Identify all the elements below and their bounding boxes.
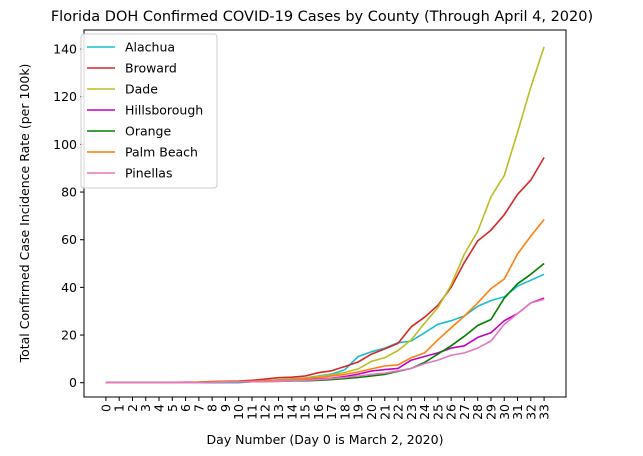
x-tick-label: 31	[510, 404, 525, 420]
series-line-orange	[105, 262, 545, 384]
x-tick-label: 24	[417, 404, 432, 420]
x-tick-label: 6	[178, 404, 193, 412]
y-axis-label: Total Confirmed Case Incidence Rate (per…	[17, 64, 32, 364]
x-tick-label: 17	[324, 404, 339, 420]
y-tick-label: 0	[69, 375, 77, 390]
x-tick-label: 10	[231, 404, 246, 420]
legend-label-alachua: Alachua	[125, 40, 175, 55]
x-axis-label: Day Number (Day 0 is March 2, 2020)	[207, 432, 444, 447]
series-line-alachua	[105, 273, 545, 384]
y-tick-label: 80	[61, 185, 77, 200]
x-tick-label: 33	[537, 404, 552, 420]
x-tick-label: 29	[483, 404, 498, 420]
x-tick-label: 3	[138, 404, 153, 412]
x-tick-label: 27	[457, 404, 472, 420]
legend: Alachua Broward Dade Hillsborough Orange Palm…	[80, 33, 218, 189]
x-tick-label: 1	[112, 404, 127, 412]
x-tick-label: 23	[404, 404, 419, 420]
series-lines	[105, 46, 545, 384]
x-tick-label: 2	[125, 404, 140, 412]
y-tick-label: 40	[61, 280, 77, 295]
x-tick-label: 4	[152, 404, 167, 412]
series-line-palm-beach	[105, 218, 545, 384]
x-tick-label: 11	[244, 404, 259, 420]
y-tick-label: 100	[53, 137, 77, 152]
x-tick-label: 22	[391, 404, 406, 420]
legend-label-palm-beach: Palm Beach	[125, 145, 198, 160]
chart-title: Florida DOH Confirmed COVID-19 Cases by …	[51, 9, 593, 25]
x-tick-label: 30	[497, 404, 512, 420]
legend-label-broward: Broward	[125, 61, 177, 76]
legend-box	[80, 33, 218, 189]
x-tick-label: 8	[205, 404, 220, 412]
series-line-hillsborough	[105, 297, 545, 384]
x-tick-label: 25	[430, 404, 445, 420]
legend-label-pinellas: Pinellas	[125, 166, 172, 181]
x-tick-label: 20	[364, 404, 379, 420]
legend-label-dade: Dade	[125, 82, 158, 97]
legend-label-hillsborough: Hillsborough	[125, 103, 203, 118]
y-tick-label: 120	[53, 89, 77, 104]
x-tick-label: 16	[311, 404, 326, 420]
x-tick-label: 15	[298, 404, 313, 420]
series-line-pinellas	[105, 298, 545, 384]
x-tick-label: 32	[523, 404, 538, 420]
y-tick-label: 140	[53, 42, 77, 57]
x-tick-label: 21	[377, 404, 392, 420]
x-tick-label: 26	[444, 404, 459, 420]
x-axis: 0123456789101112131415161718192021222324…	[98, 397, 552, 420]
y-axis: 0 20 40 60 80 100 120 140	[53, 42, 84, 390]
x-tick-label: 12	[258, 404, 273, 420]
plot-frame	[83, 29, 567, 398]
series-line-broward	[105, 157, 545, 384]
y-tick-label: 60	[61, 232, 77, 247]
x-tick-label: 28	[470, 404, 485, 420]
x-tick-label: 7	[191, 404, 206, 412]
x-tick-label: 0	[98, 404, 113, 412]
x-tick-label: 5	[165, 404, 180, 412]
x-tick-label: 19	[351, 404, 366, 420]
y-tick-label: 20	[61, 328, 77, 343]
legend-label-orange: Orange	[125, 124, 171, 139]
x-tick-label: 9	[218, 404, 233, 412]
x-tick-label: 14	[284, 404, 299, 420]
x-tick-label: 13	[271, 404, 286, 420]
x-tick-label: 18	[337, 404, 352, 420]
